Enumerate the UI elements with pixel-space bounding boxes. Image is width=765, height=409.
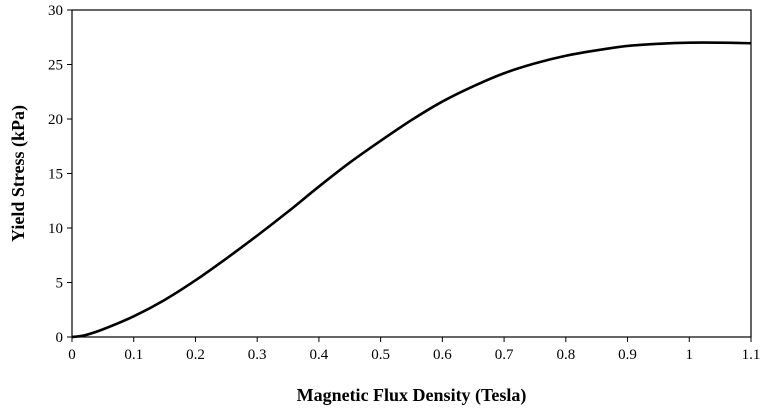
- plot-frame: [71, 9, 752, 338]
- x-tick-label: 0.6: [433, 347, 452, 363]
- y-tick-label: 5: [56, 276, 64, 292]
- y-tick-label: 25: [48, 58, 63, 74]
- y-tick-label: 20: [48, 112, 63, 128]
- y-tick-label: 15: [48, 167, 63, 183]
- y-tick-label: 10: [48, 221, 63, 237]
- x-tick-label: 0.3: [248, 347, 267, 363]
- x-axis-title: Magnetic Flux Density (Tesla): [297, 385, 527, 406]
- y-axis-title: Yield Stress (kPa): [8, 105, 29, 242]
- y-axis-ticks: 0 5 10 15 20 25 30: [48, 3, 72, 346]
- plot-area: 0 5 10 15 20 25 30 0 0.1 0.2 0.3 0.4 0.5 0.6 0.7 0.8 0.…: [48, 3, 760, 363]
- x-tick-label: 0.7: [495, 347, 514, 363]
- x-tick-label: 0.9: [618, 347, 637, 363]
- x-tick-label: 1.1: [742, 347, 761, 363]
- x-tick-label: 0.2: [186, 347, 205, 363]
- x-axis-ticks: 0 0.1 0.2 0.3 0.4 0.5 0.6 0.7 0.8 0.9 1 1.1: [68, 337, 760, 363]
- x-tick-label: 0.1: [124, 347, 143, 363]
- x-tick-label: 0: [68, 347, 76, 363]
- y-tick-label: 30: [48, 3, 63, 19]
- y-tick-label: 0: [56, 330, 64, 346]
- x-tick-label: 0.8: [556, 347, 575, 363]
- x-tick-label: 1: [686, 347, 694, 363]
- series-layer: [71, 41, 752, 339]
- series-line: [71, 41, 752, 339]
- x-tick-label: 0.4: [310, 347, 329, 363]
- x-tick-label: 0.5: [371, 347, 390, 363]
